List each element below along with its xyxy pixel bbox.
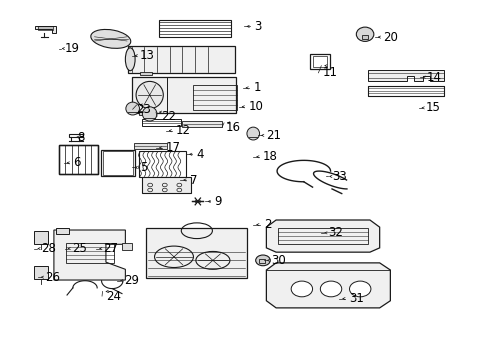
Ellipse shape bbox=[290, 281, 312, 297]
Bar bbox=[59, 145, 98, 174]
Text: 23: 23 bbox=[136, 103, 151, 116]
Ellipse shape bbox=[136, 81, 163, 109]
Bar bbox=[159, 19, 230, 37]
Text: 12: 12 bbox=[175, 124, 190, 137]
Bar bbox=[278, 228, 367, 244]
Text: 22: 22 bbox=[161, 110, 176, 123]
Bar bbox=[362, 35, 367, 39]
Text: 28: 28 bbox=[41, 242, 56, 255]
Ellipse shape bbox=[246, 127, 259, 140]
Ellipse shape bbox=[125, 48, 135, 71]
Text: 29: 29 bbox=[123, 274, 139, 287]
Text: 26: 26 bbox=[45, 271, 60, 284]
Bar bbox=[122, 243, 131, 249]
Bar bbox=[59, 145, 98, 174]
Text: 24: 24 bbox=[106, 289, 121, 303]
Bar bbox=[38, 26, 53, 30]
Ellipse shape bbox=[356, 27, 373, 41]
Text: 14: 14 bbox=[426, 71, 441, 84]
Text: 32: 32 bbox=[327, 226, 342, 239]
Ellipse shape bbox=[125, 102, 139, 115]
Bar bbox=[56, 228, 69, 234]
Bar bbox=[34, 231, 48, 244]
Text: 31: 31 bbox=[348, 292, 363, 305]
Text: 7: 7 bbox=[190, 174, 197, 186]
Polygon shape bbox=[54, 230, 125, 280]
Bar bbox=[131, 77, 236, 113]
Polygon shape bbox=[266, 263, 389, 308]
Text: 3: 3 bbox=[254, 20, 261, 33]
Bar bbox=[69, 134, 83, 137]
Bar bbox=[101, 150, 135, 176]
Bar bbox=[368, 86, 443, 96]
Text: 21: 21 bbox=[266, 129, 281, 142]
Text: 33: 33 bbox=[331, 170, 346, 183]
Ellipse shape bbox=[255, 255, 270, 266]
Polygon shape bbox=[35, 26, 56, 33]
Bar bbox=[133, 143, 166, 149]
Text: 25: 25 bbox=[72, 242, 86, 255]
Ellipse shape bbox=[349, 281, 370, 297]
Text: 2: 2 bbox=[264, 218, 271, 231]
Bar bbox=[65, 243, 114, 263]
Bar bbox=[309, 54, 329, 69]
Text: 15: 15 bbox=[425, 102, 440, 114]
Bar bbox=[142, 177, 191, 193]
Text: 18: 18 bbox=[263, 150, 277, 163]
Bar bbox=[140, 72, 152, 75]
Text: 8: 8 bbox=[77, 131, 84, 144]
Ellipse shape bbox=[91, 30, 130, 48]
Ellipse shape bbox=[142, 107, 157, 121]
Text: 19: 19 bbox=[64, 42, 80, 55]
Bar bbox=[193, 85, 237, 111]
Bar bbox=[138, 111, 153, 115]
Bar bbox=[367, 73, 443, 78]
Text: 16: 16 bbox=[225, 121, 241, 134]
Text: 1: 1 bbox=[253, 81, 260, 94]
Polygon shape bbox=[266, 220, 379, 252]
Text: 9: 9 bbox=[214, 195, 222, 208]
Text: 10: 10 bbox=[248, 100, 263, 113]
Bar bbox=[259, 258, 264, 263]
Bar bbox=[34, 266, 48, 279]
Bar bbox=[138, 152, 186, 177]
Bar bbox=[182, 121, 222, 127]
Bar bbox=[103, 151, 133, 175]
Text: 5: 5 bbox=[140, 161, 147, 174]
Bar bbox=[146, 228, 247, 278]
Text: 30: 30 bbox=[271, 254, 285, 267]
Bar bbox=[142, 118, 181, 126]
Bar bbox=[127, 46, 234, 73]
Text: 4: 4 bbox=[196, 148, 203, 161]
Text: 20: 20 bbox=[382, 31, 397, 44]
Polygon shape bbox=[368, 70, 443, 81]
Text: 6: 6 bbox=[73, 156, 81, 169]
Bar bbox=[367, 86, 443, 96]
Bar bbox=[312, 57, 326, 67]
Text: 17: 17 bbox=[165, 141, 181, 154]
Ellipse shape bbox=[320, 281, 341, 297]
Text: 13: 13 bbox=[140, 49, 155, 62]
Text: 27: 27 bbox=[103, 242, 118, 255]
Text: 11: 11 bbox=[322, 66, 337, 79]
